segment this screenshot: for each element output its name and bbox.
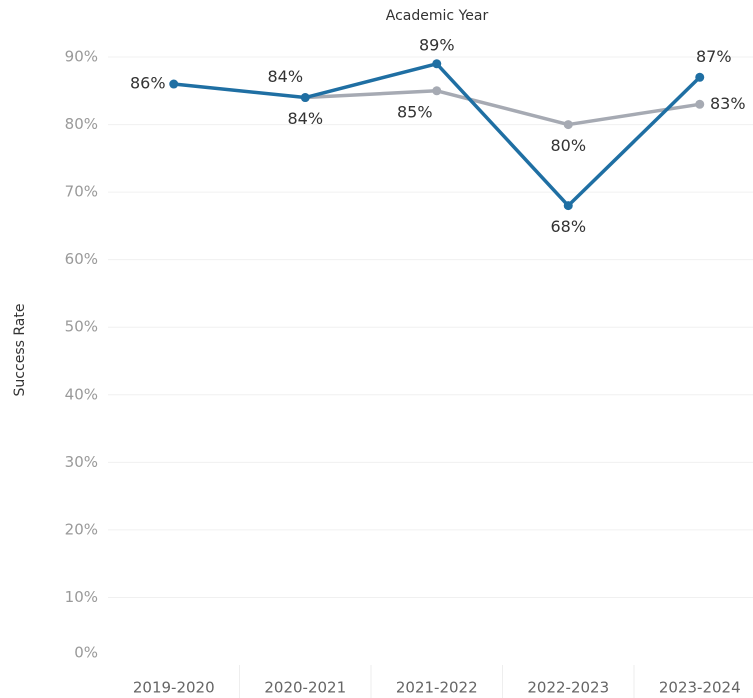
data-label: 84%	[267, 67, 303, 86]
point	[432, 86, 442, 96]
data-label: 68%	[550, 217, 586, 236]
point	[695, 72, 705, 82]
point	[695, 99, 705, 109]
data-label: 80%	[550, 136, 586, 155]
y-tick-label: 10%	[65, 588, 98, 606]
x-tick-label: 2019-2020	[133, 679, 215, 697]
y-tick-label: 60%	[65, 250, 98, 268]
y-tick-label: 80%	[65, 115, 98, 133]
data-label: 84%	[287, 109, 323, 128]
y-axis-label: Success Rate	[12, 304, 28, 397]
series-line	[173, 62, 701, 208]
y-tick-label: 30%	[65, 453, 98, 471]
data-label: 86%	[130, 74, 166, 93]
point	[563, 201, 573, 211]
chart-title: Academic Year	[386, 8, 489, 24]
data-label: 83%	[710, 94, 746, 113]
y-tick-label: 0%	[74, 644, 98, 662]
y-tick-label: 50%	[65, 318, 98, 336]
point	[169, 79, 179, 89]
x-tick-label: 2023-2024	[659, 679, 741, 697]
series-line	[305, 89, 701, 127]
y-tick-label: 40%	[65, 385, 98, 403]
data-label: 85%	[397, 102, 433, 121]
y-tick-label: 20%	[65, 520, 98, 538]
point	[300, 93, 310, 103]
point	[432, 59, 442, 69]
data-label: 89%	[419, 35, 455, 54]
point	[563, 120, 573, 130]
y-tick-label: 70%	[65, 183, 98, 201]
data-label: 87%	[696, 47, 732, 66]
x-tick-label: 2020-2021	[264, 679, 346, 697]
x-tick-label: 2021-2022	[396, 679, 478, 697]
y-tick-label: 90%	[65, 48, 98, 66]
x-tick-label: 2022-2023	[527, 679, 609, 697]
